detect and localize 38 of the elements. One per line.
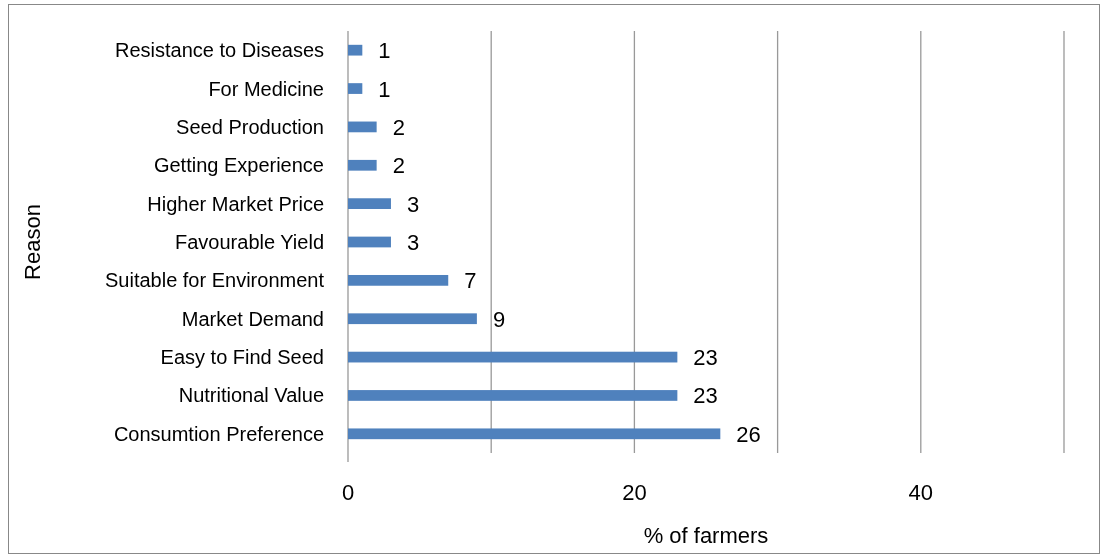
y-tick-label: Favourable Yield [175, 231, 324, 253]
bar [348, 236, 391, 248]
y-tick-label: Market Demand [181, 307, 324, 330]
bar [348, 351, 678, 363]
y-tick-label: Getting Experience [153, 154, 324, 177]
y-tick-label: Resistance to Diseases [115, 39, 324, 62]
x-axis-title: % of farmers [643, 523, 769, 548]
bar [348, 198, 391, 210]
x-tick-label: 20 [622, 480, 647, 505]
data-label: 3 [406, 230, 420, 255]
y-tick-label: Seed Production [176, 115, 324, 138]
data-label: 1 [378, 38, 391, 64]
y-tick-label: Consumtion Preference [113, 422, 324, 445]
data-label: 2 [392, 153, 405, 179]
bar [348, 428, 721, 440]
y-tick-label: Easy to Find Seed [160, 346, 324, 369]
bar [348, 313, 477, 325]
bar [348, 390, 678, 401]
data-label: 1 [378, 76, 391, 102]
bar [348, 274, 449, 286]
data-label: 7 [464, 268, 477, 294]
y-tick-label: Suitable for Environment [104, 269, 325, 292]
x-tick-label: 40 [908, 480, 934, 505]
bar [348, 83, 363, 94]
y-tick-label: Nutritional Value [178, 384, 324, 407]
data-label: 3 [406, 191, 420, 217]
data-label: 23 [693, 383, 718, 409]
data-label: 23 [693, 345, 718, 371]
data-label: 2 [392, 114, 405, 140]
bar [348, 159, 377, 171]
y-tick-label: For Medicine [208, 77, 324, 100]
data-label: 9 [492, 306, 506, 332]
x-tick-label: 0 [341, 480, 355, 505]
y-axis-title: Reason [20, 204, 45, 280]
bar [348, 44, 363, 56]
y-tick-label: Higher Market Price [147, 192, 324, 215]
bar [348, 121, 377, 133]
data-label: 26 [736, 421, 761, 447]
